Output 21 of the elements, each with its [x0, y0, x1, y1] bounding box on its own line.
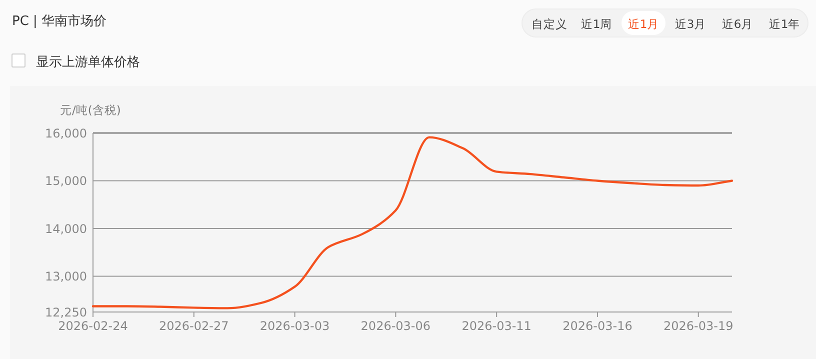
x-tick-label: 2026-03-16	[562, 319, 632, 333]
text: 近6月	[722, 17, 754, 31]
text: 自定义	[532, 17, 568, 31]
y-tick-label: 16,000	[45, 126, 87, 140]
x-tick-label: 2026-02-24	[58, 319, 128, 333]
y-tick-label: 14,000	[45, 222, 87, 236]
chart-title: PC | 华南市场价	[12, 14, 107, 29]
x-tick-label: 2026-03-19	[663, 319, 734, 333]
y-axis-title: 元/吨(含税)	[60, 103, 121, 117]
text: 近3月	[674, 17, 706, 31]
x-tick-label: 2026-03-11	[462, 319, 532, 333]
y-tick-label: 15,000	[45, 174, 87, 188]
x-tick-label: 2026-03-06	[360, 319, 431, 333]
text: 近1月	[628, 17, 660, 31]
x-tick-label: 2026-03-03	[260, 319, 330, 333]
x-tick-label: 2026-02-27	[159, 319, 229, 333]
text: 近1周	[580, 17, 612, 31]
text: 近1年	[768, 17, 800, 31]
y-tick-label: 12,250	[45, 306, 87, 320]
y-tick-label: 13,000	[45, 270, 87, 284]
text: 显示上游单体价格	[36, 55, 140, 70]
